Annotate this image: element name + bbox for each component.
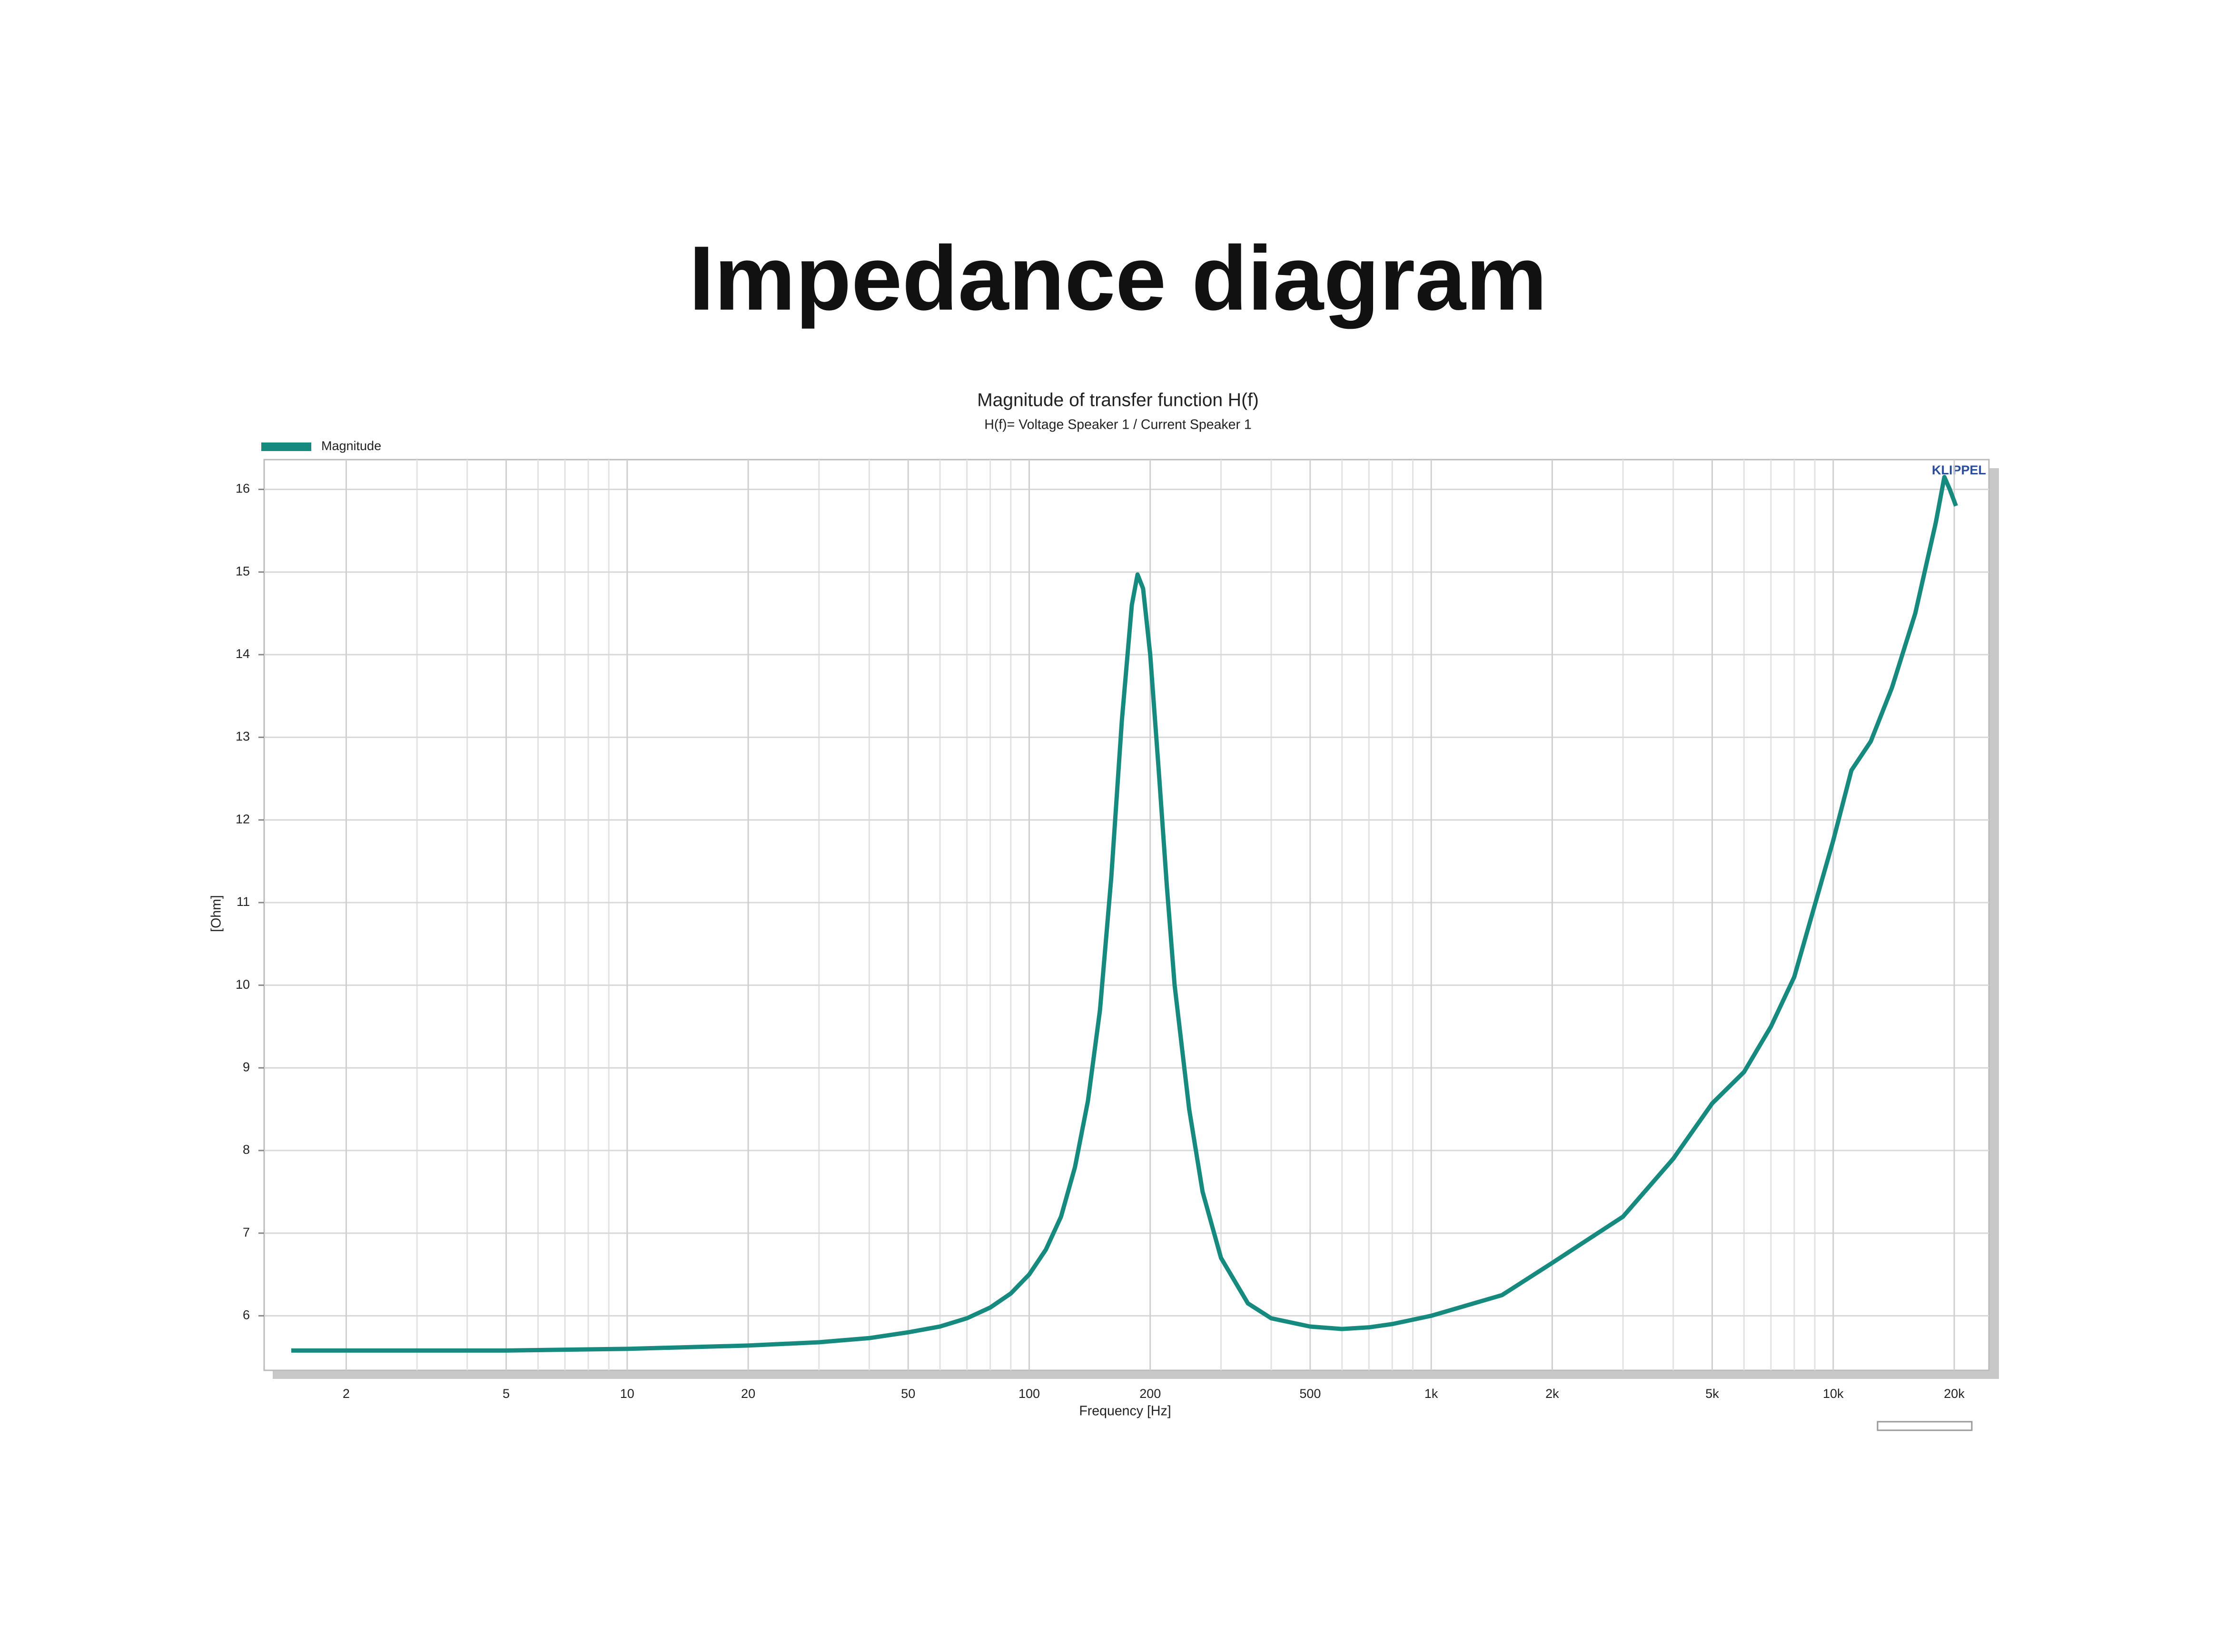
y-tick-label: 15 xyxy=(236,564,250,578)
plot-shadow xyxy=(273,1370,1999,1379)
y-tick-label: 8 xyxy=(243,1142,250,1157)
x-tick-label: 5k xyxy=(1705,1386,1719,1401)
data-line xyxy=(291,474,1958,1353)
y-tick-label: 11 xyxy=(237,895,250,909)
brand-label: KLIPPEL xyxy=(1932,463,1986,477)
x-tick-label: 200 xyxy=(1139,1386,1161,1401)
x-tick-label: 5 xyxy=(503,1386,510,1401)
y-tick-label: 6 xyxy=(243,1308,250,1322)
x-tick-label: 1k xyxy=(1424,1386,1438,1401)
y-tick-label: 10 xyxy=(236,977,250,992)
x-tick-label: 2k xyxy=(1545,1386,1559,1401)
chart-subtitle: H(f)= Voltage Speaker 1 / Current Speake… xyxy=(984,417,1252,433)
x-tick-label: 10 xyxy=(620,1386,634,1401)
y-axis-label: [Ohm] xyxy=(209,895,224,932)
y-tick-label: 12 xyxy=(236,812,250,826)
toolbar-stub xyxy=(1877,1421,1973,1431)
plot-shadow xyxy=(1989,468,1999,1379)
x-tick-label: 100 xyxy=(1019,1386,1040,1401)
x-tick-label: 50 xyxy=(901,1386,915,1401)
x-tick-label: 500 xyxy=(1299,1386,1321,1401)
y-tick-label: 16 xyxy=(236,482,250,496)
x-axis-label: Frequency [Hz] xyxy=(1079,1404,1171,1419)
plot-area xyxy=(263,459,1990,1371)
chart-title: Magnitude of transfer function H(f) xyxy=(977,390,1259,410)
legend-swatch xyxy=(261,442,312,452)
y-tick-label: 9 xyxy=(243,1060,250,1074)
y-tick-label: 7 xyxy=(243,1225,250,1239)
legend-label: Magnitude xyxy=(321,439,381,453)
y-tick-label: 13 xyxy=(236,729,250,744)
page-title: Impedance diagram xyxy=(689,227,1547,329)
y-tick-label: 14 xyxy=(236,647,250,661)
x-tick-label: 2 xyxy=(343,1386,350,1401)
x-tick-label: 20 xyxy=(741,1386,755,1401)
x-tick-label: 10k xyxy=(1823,1386,1844,1401)
x-tick-label: 20k xyxy=(1944,1386,1965,1401)
